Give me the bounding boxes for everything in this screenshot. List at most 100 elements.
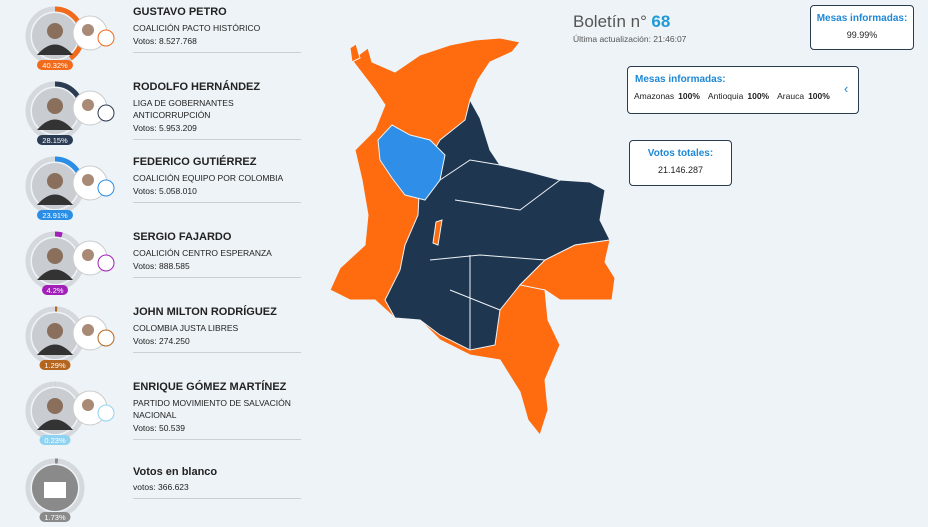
box-value: 99.99% [846,30,878,40]
avatar: 23.91% [25,156,115,220]
candidate-row: 23.91% FEDERICO GUTIÉRREZ COALICIÓN EQUIPO… [0,150,305,225]
map-region [377,124,446,201]
candidate-name: ENRIQUE GÓMEZ MARTÍNEZ [133,381,287,393]
box-title: Votos totales: [647,148,714,159]
percent-label: 40.32% [42,61,68,70]
head [47,248,63,264]
party: COALICIÓN PACTO HISTÓRICO [133,23,261,33]
percent-label: 1.73% [44,513,66,522]
map-region [329,37,616,437]
shoulders [37,194,73,205]
party: COLOMBIA JUSTA LIBRES [133,323,239,333]
head [82,399,94,411]
dept-line [429,159,561,350]
votes: Votos: 888.585 [133,261,190,271]
candidate-info: RODOLFO HERNÁNDEZ LIGA DE GOBERNANTES ANT… [133,81,301,140]
head [82,174,94,186]
head [47,398,63,414]
head [82,99,94,111]
percent-badge [39,360,71,370]
bulletin-label: Boletín n° [573,12,647,31]
votes: Votos: 5.953.209 [133,123,197,133]
scroll-arrow[interactable]: ‹ [844,81,858,99]
avatar: 0.23% [25,381,115,445]
party-logo [97,404,115,422]
party: LIGA DE GOBERNANTES ANTICORRUPCIÓN [133,98,234,120]
party: COALICIÓN EQUIPO POR COLOMBIA [133,173,284,183]
shoulders [37,119,73,130]
candidate-name: SERGIO FAJARDO [133,231,232,243]
avatar: 28.15% [25,81,115,145]
ring-value [25,231,85,291]
avatar: 4.2% [25,231,115,295]
avatar: 1.29% [25,306,115,370]
party-logo [97,29,115,47]
bulletin-number: 68 [651,12,671,31]
votes: Votos: 274.250 [133,336,190,346]
ballot-icon [44,482,66,498]
votos-totales-box: Votos totales: 21.146.287 [629,140,732,186]
head [47,23,63,39]
votes: Votos: 50.539 [133,423,185,433]
candidate-info: JOHN MILTON RODRÍGUEZ COLOMBIA JUSTA LIBR… [133,306,301,353]
party: COALICIÓN CENTRO ESPERANZA [133,248,272,258]
percent-label: 4.2% [46,286,63,295]
candidate-row: 28.15% RODOLFO HERNÁNDEZ LIGA DE GOBERNANT… [0,75,305,150]
depto-items: Amazonas 100% Antioquia 100% Arauca 100% [634,91,858,101]
percent-badge [42,285,68,295]
candidate-name: GUSTAVO PETRO [133,6,227,18]
shoulders [37,269,73,280]
percent-label: 1.29% [44,361,66,370]
head [82,324,94,336]
depto-name: Antioquia [707,91,744,101]
party-logo [97,104,115,122]
head [82,24,94,36]
party-logo [97,254,115,272]
candidate-name: RODOLFO HERNÁNDEZ [133,81,261,93]
candidate-name: Votos en blanco [133,466,218,478]
percent-badge [37,210,73,220]
depto-name: Arauca [777,91,805,101]
ring-value [25,381,85,441]
candidate-info: GUSTAVO PETRO COALICIÓN PACTO HISTÓRICO Vo… [133,6,301,53]
head [82,249,94,261]
head [47,323,63,339]
candidate-info: SERGIO FAJARDO COALICIÓN CENTRO ESPERANZA… [133,231,301,278]
ring-value [25,306,85,366]
percent-label: 0.23% [44,436,66,445]
candidate-info: Votos en blanco votos: 366.623 [133,466,301,499]
map-region [384,98,611,351]
map-region [349,43,361,63]
head [47,173,63,189]
candidate-row: 40.32% GUSTAVO PETRO COALICIÓN PACTO HISTÓ… [0,0,305,75]
updated: Última actualización: 21:46:07 [573,34,687,44]
depto-value: 100% [808,91,830,101]
shoulders [37,344,73,355]
votes: votos: 366.623 [133,482,189,492]
depto-value: 100% [678,91,700,101]
candidate-info: ENRIQUE GÓMEZ MARTÍNEZ PARTIDO MOVIMIENTO… [133,381,301,440]
map-region [432,219,443,246]
ring-value [25,458,85,518]
percent-label: 28.15% [42,136,68,145]
votes: Votos: 8.527.768 [133,36,197,46]
depto-name: Amazonas [634,91,675,101]
candidate-info: FEDERICO GUTIÉRREZ COALICIÓN EQUIPO POR C… [133,156,301,203]
percent-badge [37,135,73,145]
party: PARTIDO MOVIMIENTO DE SALVACIÓN NACIONAL [133,398,291,420]
box-value: 21.146.287 [657,165,704,175]
candidate-row: 0.23% ENRIQUE GÓMEZ MARTÍNEZ PARTIDO MOVIM… [0,375,305,450]
candidate-name: FEDERICO GUTIÉRREZ [133,156,257,168]
percent-badge [37,60,73,70]
shoulders [37,44,73,55]
depto-value: 100% [747,91,770,101]
party-logo [97,329,115,347]
percent-badge [39,435,71,445]
avatar: 1.73% [25,458,85,522]
candidate-row: 1.29% JOHN MILTON RODRÍGUEZ COLOMBIA JUSTA… [0,300,305,375]
box-title: Mesas informadas: [816,13,908,24]
bulletin: Boletín n° 68 Última actualización: 21:4… [573,12,686,44]
candidate-row: 1.73% Votos en blanco votos: 366.623 [0,452,305,527]
shoulders [37,419,73,430]
